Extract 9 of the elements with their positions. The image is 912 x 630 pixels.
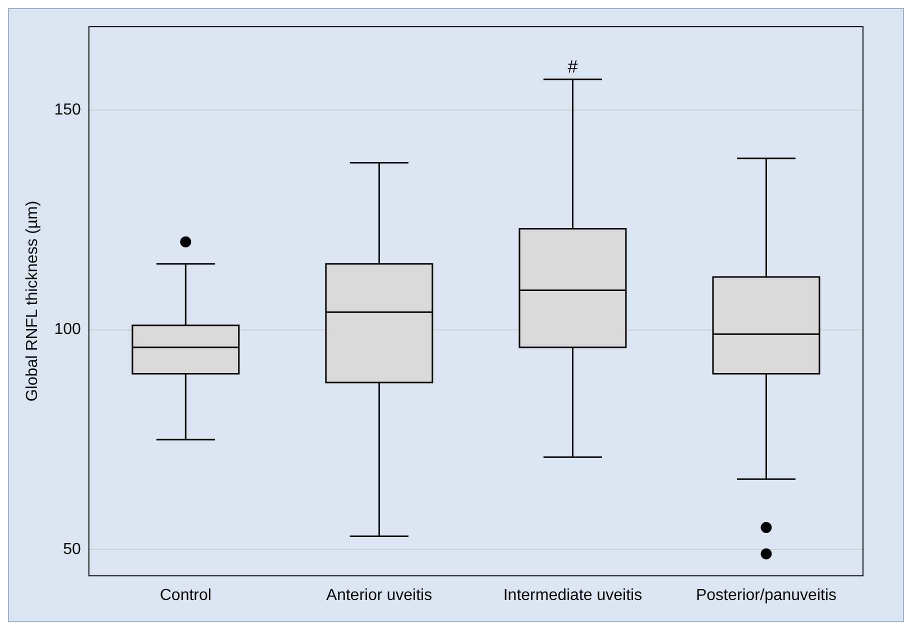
y-tick-label: 100 (54, 321, 81, 338)
y-tick-label: 150 (54, 101, 81, 118)
x-tick-label: Intermediate uveitis (503, 586, 642, 604)
x-tick-label: Posterior/panuveitis (696, 586, 836, 604)
y-tick-label: 50 (63, 540, 81, 558)
x-tick-label: Control (160, 586, 212, 604)
annotation: # (568, 56, 578, 76)
x-tick-label: Anterior uveitis (326, 586, 432, 604)
y-axis-title: Global RNFL thickness (µm) (24, 200, 42, 402)
